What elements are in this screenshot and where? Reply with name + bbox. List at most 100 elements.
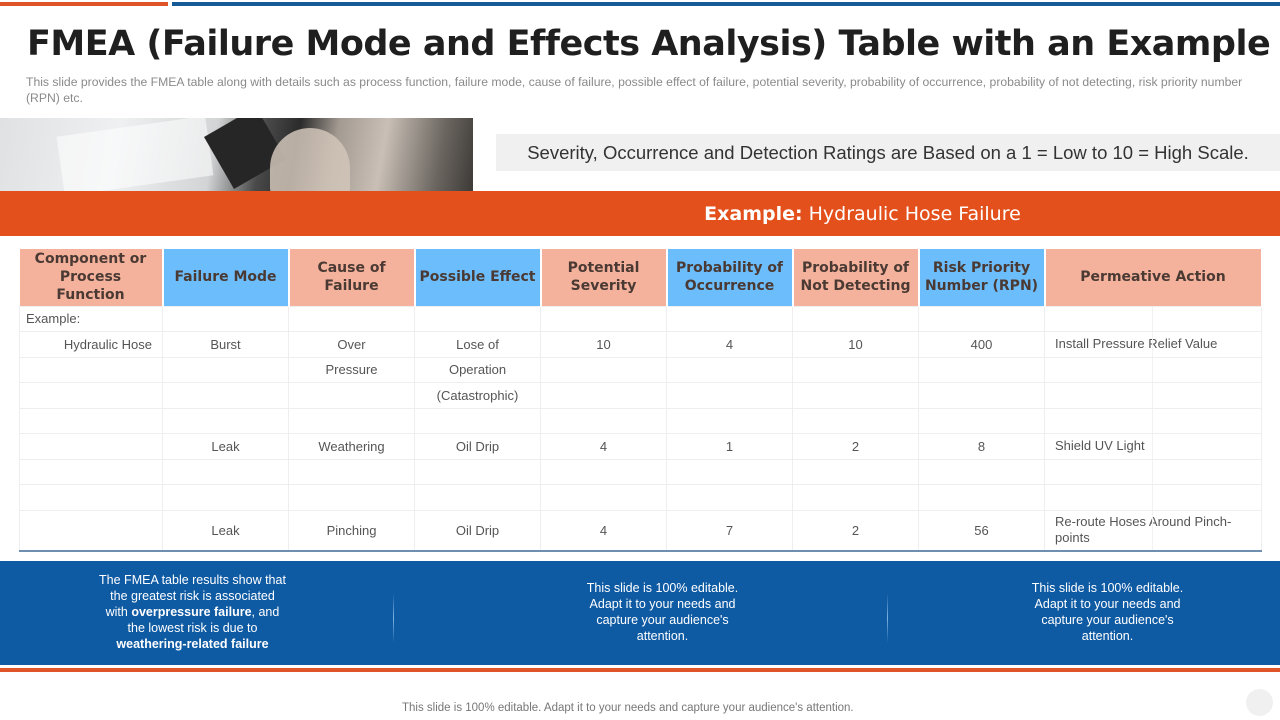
cell bbox=[162, 356, 289, 383]
table-row: (Catastrophic) bbox=[19, 382, 1262, 409]
table-row: Pressure Operation bbox=[19, 356, 1262, 383]
cell: 2 bbox=[792, 509, 919, 552]
cell bbox=[792, 484, 919, 511]
header-cause: Cause of Failure bbox=[288, 249, 416, 306]
table-header-row: Component or Process Function Failure Mo… bbox=[19, 249, 1263, 306]
header-photo bbox=[0, 118, 473, 191]
rating-scale-note: Severity, Occurrence and Detection Ratin… bbox=[496, 134, 1280, 171]
header-failure-mode: Failure Mode bbox=[162, 249, 290, 306]
summary-highlight: overpressure failure bbox=[131, 604, 252, 619]
cell bbox=[19, 458, 163, 485]
cell bbox=[19, 484, 163, 511]
cell bbox=[162, 407, 289, 434]
cell bbox=[19, 509, 163, 552]
cell bbox=[414, 458, 541, 485]
cell: Lose of bbox=[414, 331, 541, 358]
cell bbox=[414, 484, 541, 511]
cell bbox=[288, 458, 415, 485]
summary-line: the greatest risk is associated bbox=[110, 588, 275, 603]
cell: 8 bbox=[918, 433, 1045, 460]
cell bbox=[1044, 407, 1262, 434]
cell bbox=[162, 458, 289, 485]
cell: 56 bbox=[918, 509, 1045, 552]
cell bbox=[918, 484, 1045, 511]
cell bbox=[162, 484, 289, 511]
example-label: Example: bbox=[704, 202, 803, 225]
cell: Install Pressure Relief Value bbox=[1044, 331, 1262, 358]
cell: 1 bbox=[666, 433, 793, 460]
cell bbox=[792, 382, 919, 409]
photo-hand-shape bbox=[270, 128, 350, 191]
cell: Oil Drip bbox=[414, 509, 541, 552]
cell: (Catastrophic) bbox=[414, 382, 541, 409]
top-accent-orange bbox=[0, 2, 168, 6]
cell bbox=[288, 407, 415, 434]
table-row bbox=[19, 484, 1262, 511]
cell bbox=[666, 382, 793, 409]
header-rpn: Risk Priority Number (RPN) bbox=[918, 249, 1046, 306]
summary-findings: The FMEA table results show that the gre… bbox=[70, 561, 315, 662]
cell bbox=[540, 407, 667, 434]
cell: Over bbox=[288, 331, 415, 358]
cell bbox=[1044, 382, 1262, 409]
cell bbox=[792, 458, 919, 485]
cell bbox=[540, 356, 667, 383]
cell: 4 bbox=[540, 433, 667, 460]
cell bbox=[792, 305, 919, 332]
fmea-table: Component or Process Function Failure Mo… bbox=[19, 249, 1263, 552]
summary-highlight: weathering-related failure bbox=[116, 636, 269, 651]
example-banner: Example: Hydraulic Hose Failure bbox=[0, 191, 1280, 236]
summary-line: , and bbox=[251, 604, 280, 619]
cell: 7 bbox=[666, 509, 793, 552]
cell bbox=[540, 458, 667, 485]
cell: 10 bbox=[540, 331, 667, 358]
table-row: Leak Pinching Oil Drip 4 7 2 56 Re-route… bbox=[19, 509, 1262, 552]
cell: Pinching bbox=[288, 509, 415, 552]
top-accent-blue bbox=[172, 2, 1280, 6]
page-indicator-dot bbox=[1246, 689, 1273, 716]
header-component: Component or Process Function bbox=[19, 249, 164, 306]
cell: Operation bbox=[414, 356, 541, 383]
cell: 4 bbox=[540, 509, 667, 552]
cell bbox=[918, 458, 1045, 485]
cell bbox=[666, 458, 793, 485]
summary-divider bbox=[393, 593, 394, 643]
example-value: Hydraulic Hose Failure bbox=[808, 202, 1021, 225]
footer-note: This slide is 100% editable. Adapt it to… bbox=[402, 702, 854, 714]
cell: Example: bbox=[19, 305, 163, 332]
cell: Oil Drip bbox=[414, 433, 541, 460]
cell bbox=[1044, 356, 1262, 383]
bottom-accent-orange bbox=[0, 668, 1280, 672]
cell: 10 bbox=[792, 331, 919, 358]
cell bbox=[918, 407, 1045, 434]
cell bbox=[918, 305, 1045, 332]
slide-subtitle: This slide provides the FMEA table along… bbox=[26, 75, 1243, 105]
cell: Pressure bbox=[288, 356, 415, 383]
cell bbox=[19, 356, 163, 383]
summary-band: The FMEA table results show that the gre… bbox=[0, 561, 1280, 662]
cell: Burst bbox=[162, 331, 289, 358]
cell bbox=[918, 356, 1045, 383]
table-row: Example: bbox=[19, 305, 1262, 332]
photo-paper-shape bbox=[56, 118, 214, 191]
cell bbox=[540, 305, 667, 332]
table-row bbox=[19, 407, 1262, 434]
slide-title: FMEA (Failure Mode and Effects Analysis)… bbox=[27, 24, 1271, 64]
cell bbox=[19, 382, 163, 409]
cell bbox=[288, 484, 415, 511]
cell bbox=[666, 407, 793, 434]
summary-line: with bbox=[105, 604, 132, 619]
cell: Leak bbox=[162, 433, 289, 460]
cell: 2 bbox=[792, 433, 919, 460]
header-detection: Probability of Not Detecting bbox=[792, 249, 920, 306]
cell bbox=[414, 407, 541, 434]
cell bbox=[162, 305, 289, 332]
cell bbox=[1044, 305, 1262, 332]
cell bbox=[288, 305, 415, 332]
cell bbox=[1044, 484, 1262, 511]
table-row bbox=[19, 458, 1262, 485]
cell bbox=[918, 382, 1045, 409]
cell bbox=[666, 305, 793, 332]
cell bbox=[19, 433, 163, 460]
cell: 4 bbox=[666, 331, 793, 358]
